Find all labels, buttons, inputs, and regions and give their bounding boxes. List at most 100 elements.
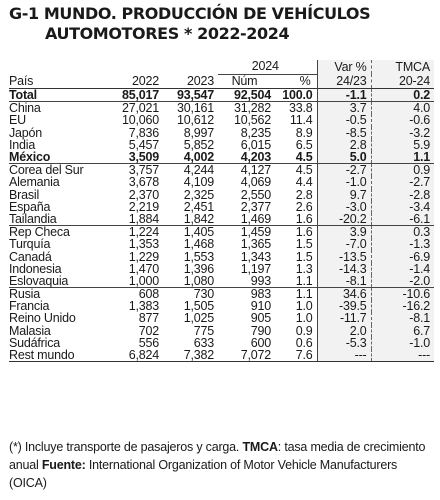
table-row: Turquía 1,353 1,468 1,365 1.5 -7.0 -1.3 — [9, 237, 435, 252]
cell-tmca: -2.0 — [370, 275, 435, 288]
cell-y2023: 1,025 — [183, 311, 214, 326]
cell-y2022: 1,000 — [105, 275, 163, 288]
cell-tmca: -6.1 — [370, 213, 435, 227]
cell-pct: 1.6 — [275, 213, 318, 227]
cell-pct: 4.5 — [295, 163, 313, 178]
cell-tmca: 0.9 — [370, 163, 435, 176]
cell-pais: Francia — [9, 299, 50, 314]
cell-pct: 1.5 — [295, 237, 313, 252]
cell-tmca: -6.9 — [370, 250, 435, 263]
table-row: Corea del Sur 3,757 4,244 4,127 4.5 -2.7 0.9 — [9, 163, 435, 178]
cell-y2023: 1,080 — [163, 275, 218, 288]
cell-pais: Rusia — [9, 287, 40, 302]
cell-tmca: -1.0 — [370, 336, 435, 349]
chart-title: G-1 MUNDO. PRODUCCIÓN DE VEHÍCULOS AUTOM… — [9, 4, 429, 44]
table-row: Canadá 1,229 1,553 1,343 1.5 -13.5 -6.9 — [9, 249, 435, 264]
cell-num: 92,504 — [218, 87, 275, 103]
cell-var: -0.5 — [316, 114, 372, 127]
cell-pct: 4.4 — [295, 175, 313, 190]
cell-pais: Japón — [9, 125, 43, 140]
cell-tmca: -16.2 — [370, 300, 435, 313]
cell-var: --- — [316, 349, 372, 363]
cell-pct: 0.9 — [295, 323, 313, 338]
production-table: 2024 Var % TMCA País 2022 2023 Núm % 24/… — [9, 60, 435, 363]
header-row-2: País 2022 2023 Núm % 24/23 20-24 — [9, 74, 435, 89]
header-2024: 2024 — [218, 60, 318, 75]
cell-pct: 1.0 — [295, 311, 313, 326]
cell-var: -14.3 — [316, 262, 372, 275]
cell-pais: Rest mundo — [9, 349, 105, 363]
header-tmca-line1: TMCA — [370, 60, 435, 74]
cell-pais: Sudáfrica — [9, 335, 61, 350]
cell-y2022: 10,060 — [121, 113, 159, 128]
cell-var: 5.0 — [316, 151, 372, 165]
cell-pct: 1.3 — [295, 261, 313, 276]
cell-pct: 0.6 — [295, 335, 313, 350]
cell-y2023: 4,109 — [183, 175, 214, 190]
table-row: Rest mundo 6,824 7,382 7,072 7.6 --- --- — [9, 349, 435, 363]
cell-num: 8,235 — [240, 125, 271, 140]
cell-pct: 8.9 — [295, 125, 313, 140]
cell-y2023: 93,547 — [163, 87, 218, 103]
cell-y2023: 633 — [193, 335, 214, 350]
cell-pct: 4.5 — [275, 151, 318, 165]
cell-num: 2,377 — [240, 199, 271, 214]
cell-tmca: 1.1 — [370, 151, 435, 165]
cell-y2023: 30,161 — [176, 101, 214, 116]
cell-y2023: 1,842 — [163, 213, 218, 227]
cell-y2022: 7,836 — [128, 125, 159, 140]
cell-pais: México — [9, 151, 105, 165]
cell-pais: Tailandia — [9, 213, 105, 227]
cell-var: -2.7 — [316, 163, 372, 176]
cell-y2022: 6,824 — [105, 349, 163, 363]
cell-num: 4,203 — [218, 151, 275, 165]
cell-y2022: 27,021 — [121, 101, 159, 116]
cell-num: 10,562 — [233, 113, 271, 128]
cell-y2023: 7,382 — [163, 349, 218, 363]
table-row: Japón 7,836 8,997 8,235 8.9 -8.5 -3.2 — [9, 125, 435, 140]
cell-num: 7,072 — [218, 349, 275, 363]
cell-num: 790 — [250, 323, 271, 338]
cell-y2022: 608 — [138, 287, 159, 302]
cell-tmca: -1.3 — [370, 238, 435, 251]
cell-var: -8.5 — [316, 126, 372, 139]
cell-tmca: -0.6 — [370, 114, 435, 127]
header-row-1: 2024 Var % TMCA — [9, 60, 435, 75]
header-tmca-line2: 20-24 — [370, 74, 435, 89]
cell-pais: España — [9, 199, 51, 214]
cell-y2022: 3,509 — [105, 151, 163, 165]
header-pais: País — [9, 74, 34, 88]
cell-var: 3.7 — [316, 101, 372, 114]
footnote-text-1: (*) Incluye transporte de pasajeros y ca… — [9, 440, 243, 454]
cell-pais: Corea del Sur — [9, 163, 84, 178]
table-row: España 2,219 2,451 2,377 2.6 -3.0 -3.4 — [9, 199, 435, 214]
table-row: Total 85,017 93,547 92,504 100.0 -1.1 0.2 — [9, 87, 435, 103]
cell-var: -39.5 — [316, 300, 372, 313]
cell-var: -5.3 — [316, 336, 372, 349]
footnote-text-2: : tasa media de crecimiento anual — [9, 440, 426, 472]
cell-y2023: 1,405 — [183, 225, 214, 240]
cell-tmca: -8.1 — [370, 312, 435, 325]
cell-y2023: 775 — [193, 323, 214, 338]
cell-pct: 2.6 — [295, 199, 313, 214]
cell-y2022: 1,383 — [128, 299, 159, 314]
footnote-tmca-label: TMCA — [242, 440, 278, 454]
cell-pais: Rep Checa — [9, 225, 70, 240]
table-row: India 5,457 5,852 6,015 6.5 2.8 5.9 — [9, 138, 435, 151]
header-2022: 2022 — [131, 74, 159, 88]
cell-pais: Canadá — [9, 249, 52, 264]
cell-tmca: -1.4 — [370, 262, 435, 275]
cell-num: 1,469 — [218, 213, 275, 227]
cell-pct: 1.1 — [295, 287, 313, 302]
cell-num: 600 — [250, 335, 271, 350]
cell-var: -20.2 — [316, 213, 372, 227]
cell-num: 1,343 — [240, 249, 271, 264]
table-row: Tailandia 1,884 1,842 1,469 1.6 -20.2 -6.1 — [9, 213, 435, 227]
cell-y2022: 2,370 — [128, 187, 159, 202]
cell-num: 31,282 — [233, 101, 271, 116]
cell-tmca: -10.6 — [370, 287, 435, 300]
cell-num: 983 — [250, 287, 271, 302]
header-var-line1: Var % — [316, 60, 372, 74]
title-line-1: G-1 MUNDO. PRODUCCIÓN DE VEHÍCULOS — [9, 4, 371, 23]
cell-y2022: 3,678 — [128, 175, 159, 190]
